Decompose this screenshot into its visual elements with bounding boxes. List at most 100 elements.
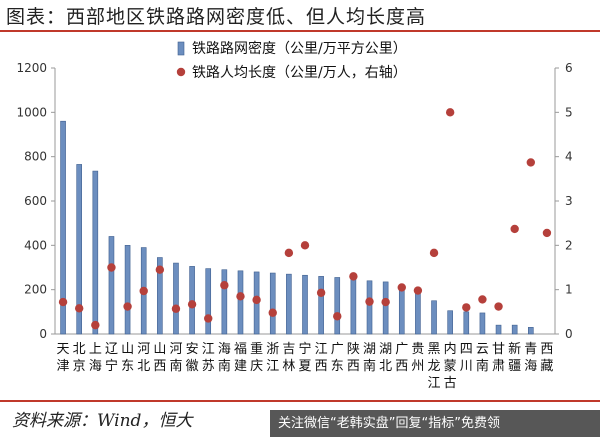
bar-内蒙古 [447,310,453,335]
y-right-tick-label: 1 [565,283,573,297]
x-tick-label-青海: 青海 [524,342,537,374]
dot-辽宁 [107,263,116,272]
y-right-tick-label: 5 [565,105,573,119]
y-right-tick-label: 4 [565,150,573,164]
bar-浙江 [269,272,276,335]
x-tick-label-宁夏: 宁夏 [298,341,311,374]
dot-河北 [139,286,148,296]
bar-江苏 [205,268,212,335]
dot-江苏 [204,314,213,323]
dot-西藏 [542,228,552,238]
x-tick-label-江苏: 江苏 [202,342,215,374]
bar-福建 [237,270,244,335]
bar-北京 [76,164,82,335]
dot-甘肃 [494,302,503,311]
legend-bar-swatch [177,41,185,56]
dot-广西 [397,283,406,292]
x-tick-label-江西: 江西 [315,342,328,374]
x-tick-label-海南: 海南 [218,342,231,374]
bar-湖南 [366,280,373,335]
y-right-tick-label: 0 [565,327,573,341]
y-left-tick-label: 1200 [16,61,47,75]
bar-吉林 [286,273,292,335]
bar-天津 [60,120,66,335]
x-tick-label-湖北: 湖北 [379,342,392,374]
bar-海南 [221,269,228,335]
dot-海南 [220,281,229,290]
y-right-tick-label: 3 [565,194,573,208]
y-right-tick-label: 6 [565,61,573,75]
dot-黑龙江 [429,248,439,258]
x-tick-label-四川: 四川 [460,342,473,374]
y-left-tick-label: 0 [39,327,47,341]
y-left-tick-label: 200 [24,283,47,297]
x-tick-label-云南: 云南 [476,342,489,374]
dot-内蒙古 [445,108,455,117]
watermark-banner: 关注微信“老韩实盘”回复“指标”免费领 [270,410,600,437]
dot-河南 [171,304,181,313]
axes: 0 200 400 600 800 1000 1200 0 1 2 3 4 5 6 [16,61,572,341]
x-tick-label-河北: 河北 [137,342,150,374]
x-tick-label-湖南: 湖南 [363,342,376,374]
bar-贵州 [415,290,421,335]
x-tick-labels: 天津北京上海辽宁山东河北山西河南安徽江苏海南福建重庆浙江吉林宁夏江西广东陕西湖南… [57,341,554,391]
y-left-tick-label: 400 [24,238,47,252]
dot-山东 [123,302,132,311]
x-tick-label-重庆: 重庆 [250,341,263,374]
x-tick-label-安徽: 安徽 [186,342,199,374]
bar-四川 [463,311,470,335]
x-tick-label-西藏: 西藏 [540,342,553,374]
x-tick-label-山西: 山西 [153,342,166,374]
dot-安徽 [187,300,197,309]
dot-江西 [316,288,326,297]
bar-山东 [124,245,131,335]
x-tick-label-贵州: 贵州 [411,342,424,374]
y-left-tick-label: 600 [24,194,47,208]
dot-湖北 [381,297,390,307]
chart-title: 图表：西部地区铁路路网密度低、但人均长度高 [6,6,427,28]
dot-天津 [58,297,68,307]
x-tick-label-山东: 山东 [121,342,134,374]
legend-bar-label: 铁路路网密度（公里/万平方公里） [192,40,407,57]
x-tick-label-福建: 福建 [234,342,247,374]
y-left-tick-label: 800 [24,150,47,164]
bar-云南 [479,312,486,335]
dot-浙江 [268,308,277,317]
chart-title-bar: 图表：西部地区铁路路网密度低、但人均长度高 [0,0,600,32]
x-tick-label-新疆: 新疆 [508,341,521,374]
bar-新疆 [511,324,518,335]
dot-重庆 [252,295,261,305]
bar-湖北 [382,281,389,335]
legend-dot-swatch [176,67,186,77]
x-tick-label-陕西: 陕西 [347,342,360,374]
x-tick-label-辽宁: 辽宁 [105,342,118,374]
dot-吉林 [284,248,294,258]
bar-甘肃 [495,324,502,335]
x-tick-label-广东: 广东 [331,342,344,374]
source-text: 资料来源：Wind，恒大 [12,411,193,431]
x-tick-label-浙江: 浙江 [266,342,279,374]
dot-上海 [91,320,100,330]
dot-贵州 [413,286,423,295]
dot-陕西 [349,272,358,281]
dot-山西 [155,265,165,274]
watermark-text: 关注微信“老韩实盘”回复“指标”免费领 [278,416,500,431]
legend-dot-label: 铁路人均长度（公里/万人，右轴） [192,65,407,81]
dot-北京 [74,304,84,313]
dot-四川 [462,303,471,312]
x-tick-label-北京: 北京 [73,342,86,374]
x-tick-label-广西: 广西 [395,342,408,374]
dot-series [58,108,552,330]
x-tick-label-天津: 天津 [57,342,70,374]
x-tick-label-吉林: 吉林 [282,342,295,374]
dot-云南 [478,295,487,304]
bar-宁夏 [302,274,308,335]
legend: 铁路路网密度（公里/万平方公里） 铁路人均长度（公里/万人，右轴） [176,40,407,81]
x-tick-label-内蒙古: 内蒙古 [444,341,457,391]
dot-青海 [526,158,536,167]
dot-湖南 [365,297,374,306]
bar-青海 [528,327,534,335]
source-note: 资料来源：Wind，恒大 [0,400,600,439]
bar-series [60,120,534,335]
